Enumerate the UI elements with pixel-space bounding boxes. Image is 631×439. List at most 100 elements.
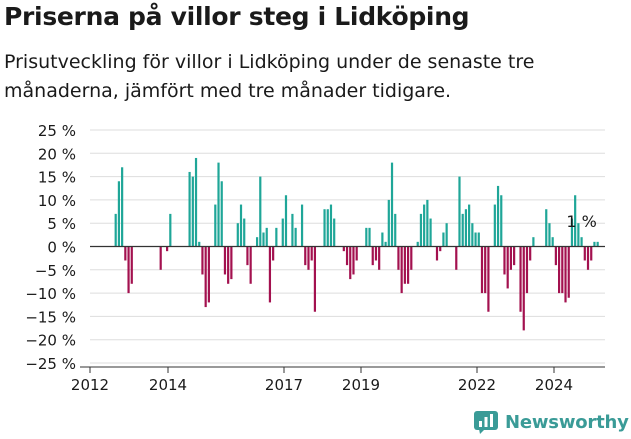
bar (342, 246, 345, 252)
bar (236, 223, 239, 247)
bar (529, 246, 532, 261)
y-tick-label: 25 % (38, 122, 76, 140)
bar (313, 246, 317, 312)
bar (522, 246, 525, 331)
bar (390, 162, 394, 247)
bar (188, 171, 191, 247)
bar (255, 237, 259, 247)
bar (397, 246, 400, 270)
x-tick-label: 2019 (342, 376, 380, 394)
bar (439, 246, 442, 252)
bar (159, 246, 162, 270)
bar (416, 241, 419, 247)
bar (387, 199, 390, 247)
bar (323, 209, 326, 247)
bar (223, 246, 227, 275)
bar (435, 246, 439, 261)
x-tick-label: 2022 (458, 376, 496, 394)
bar (464, 209, 468, 247)
bar (458, 176, 461, 247)
bar (487, 246, 490, 312)
bar (214, 204, 217, 247)
bar (567, 246, 570, 298)
bar (352, 246, 355, 275)
bar (268, 246, 272, 303)
bar (593, 241, 596, 247)
bar (121, 167, 124, 247)
bar (532, 237, 535, 247)
bar (484, 246, 487, 294)
newsworthy-chart-icon (474, 410, 498, 434)
y-tick-label: −10 % (25, 285, 76, 303)
bar (548, 223, 551, 247)
bar (246, 246, 249, 266)
bar (365, 227, 368, 247)
bar (493, 204, 496, 247)
bar (207, 246, 210, 303)
bar (586, 246, 590, 270)
bar (378, 246, 381, 270)
bar (384, 241, 387, 247)
bar (455, 246, 458, 270)
bar (445, 223, 448, 247)
x-tick-label: 2012 (71, 376, 109, 394)
y-tick-label: −20 % (25, 332, 76, 350)
bar (368, 227, 371, 247)
bar (249, 246, 252, 284)
bar (371, 246, 374, 266)
bar (284, 195, 288, 247)
y-tick-label: −5 % (35, 262, 76, 280)
bar (471, 223, 474, 247)
bar (426, 199, 429, 247)
newsworthy-brand-name: Newsworthy (505, 411, 629, 433)
bar (509, 246, 512, 270)
bar (262, 232, 265, 247)
bar (191, 176, 194, 247)
bar (596, 241, 599, 247)
bar (310, 246, 313, 261)
bar (326, 209, 329, 247)
bar (239, 204, 243, 247)
bar (419, 213, 423, 247)
bar (124, 246, 127, 261)
bar (558, 246, 561, 294)
bar (243, 218, 246, 247)
bar (217, 162, 220, 247)
bar (117, 181, 121, 247)
bar (570, 218, 574, 247)
chart-subtitle: Prisutveckling för villor i Lidköping un… (4, 51, 535, 102)
bar (272, 246, 275, 261)
bar (130, 246, 133, 284)
bar (561, 246, 564, 294)
bars (114, 157, 599, 331)
bar (580, 237, 583, 247)
bar (564, 246, 567, 303)
bar (590, 246, 593, 261)
bar (442, 232, 445, 247)
bar (194, 157, 198, 247)
bar (220, 181, 223, 247)
bar (545, 209, 548, 247)
x-tick-label: 2024 (535, 376, 573, 394)
bar (265, 227, 268, 247)
bar (500, 195, 503, 247)
bar (554, 246, 557, 266)
y-tick-label: −15 % (25, 308, 76, 326)
bar (204, 246, 207, 308)
bar (227, 246, 230, 284)
y-tick-label: 5 % (47, 215, 76, 233)
bar (410, 246, 413, 270)
bar (300, 204, 304, 247)
newsworthy-logo: Newsworthy (474, 407, 629, 437)
bar (400, 246, 403, 294)
y-tick-label: −25 % (25, 355, 76, 373)
y-tick-label: 10 % (38, 192, 76, 210)
bar (198, 241, 201, 247)
x-tick-label: 2017 (265, 376, 303, 394)
y-tick-label: 20 % (38, 145, 76, 163)
bar (525, 246, 529, 294)
bar (307, 246, 310, 270)
tick-labels: 25 % 20 % 15 % 10 % 5 % 0 % −5 % −10 % −15 % −20 … (25, 122, 597, 394)
bar (294, 227, 297, 247)
bar (381, 232, 384, 247)
